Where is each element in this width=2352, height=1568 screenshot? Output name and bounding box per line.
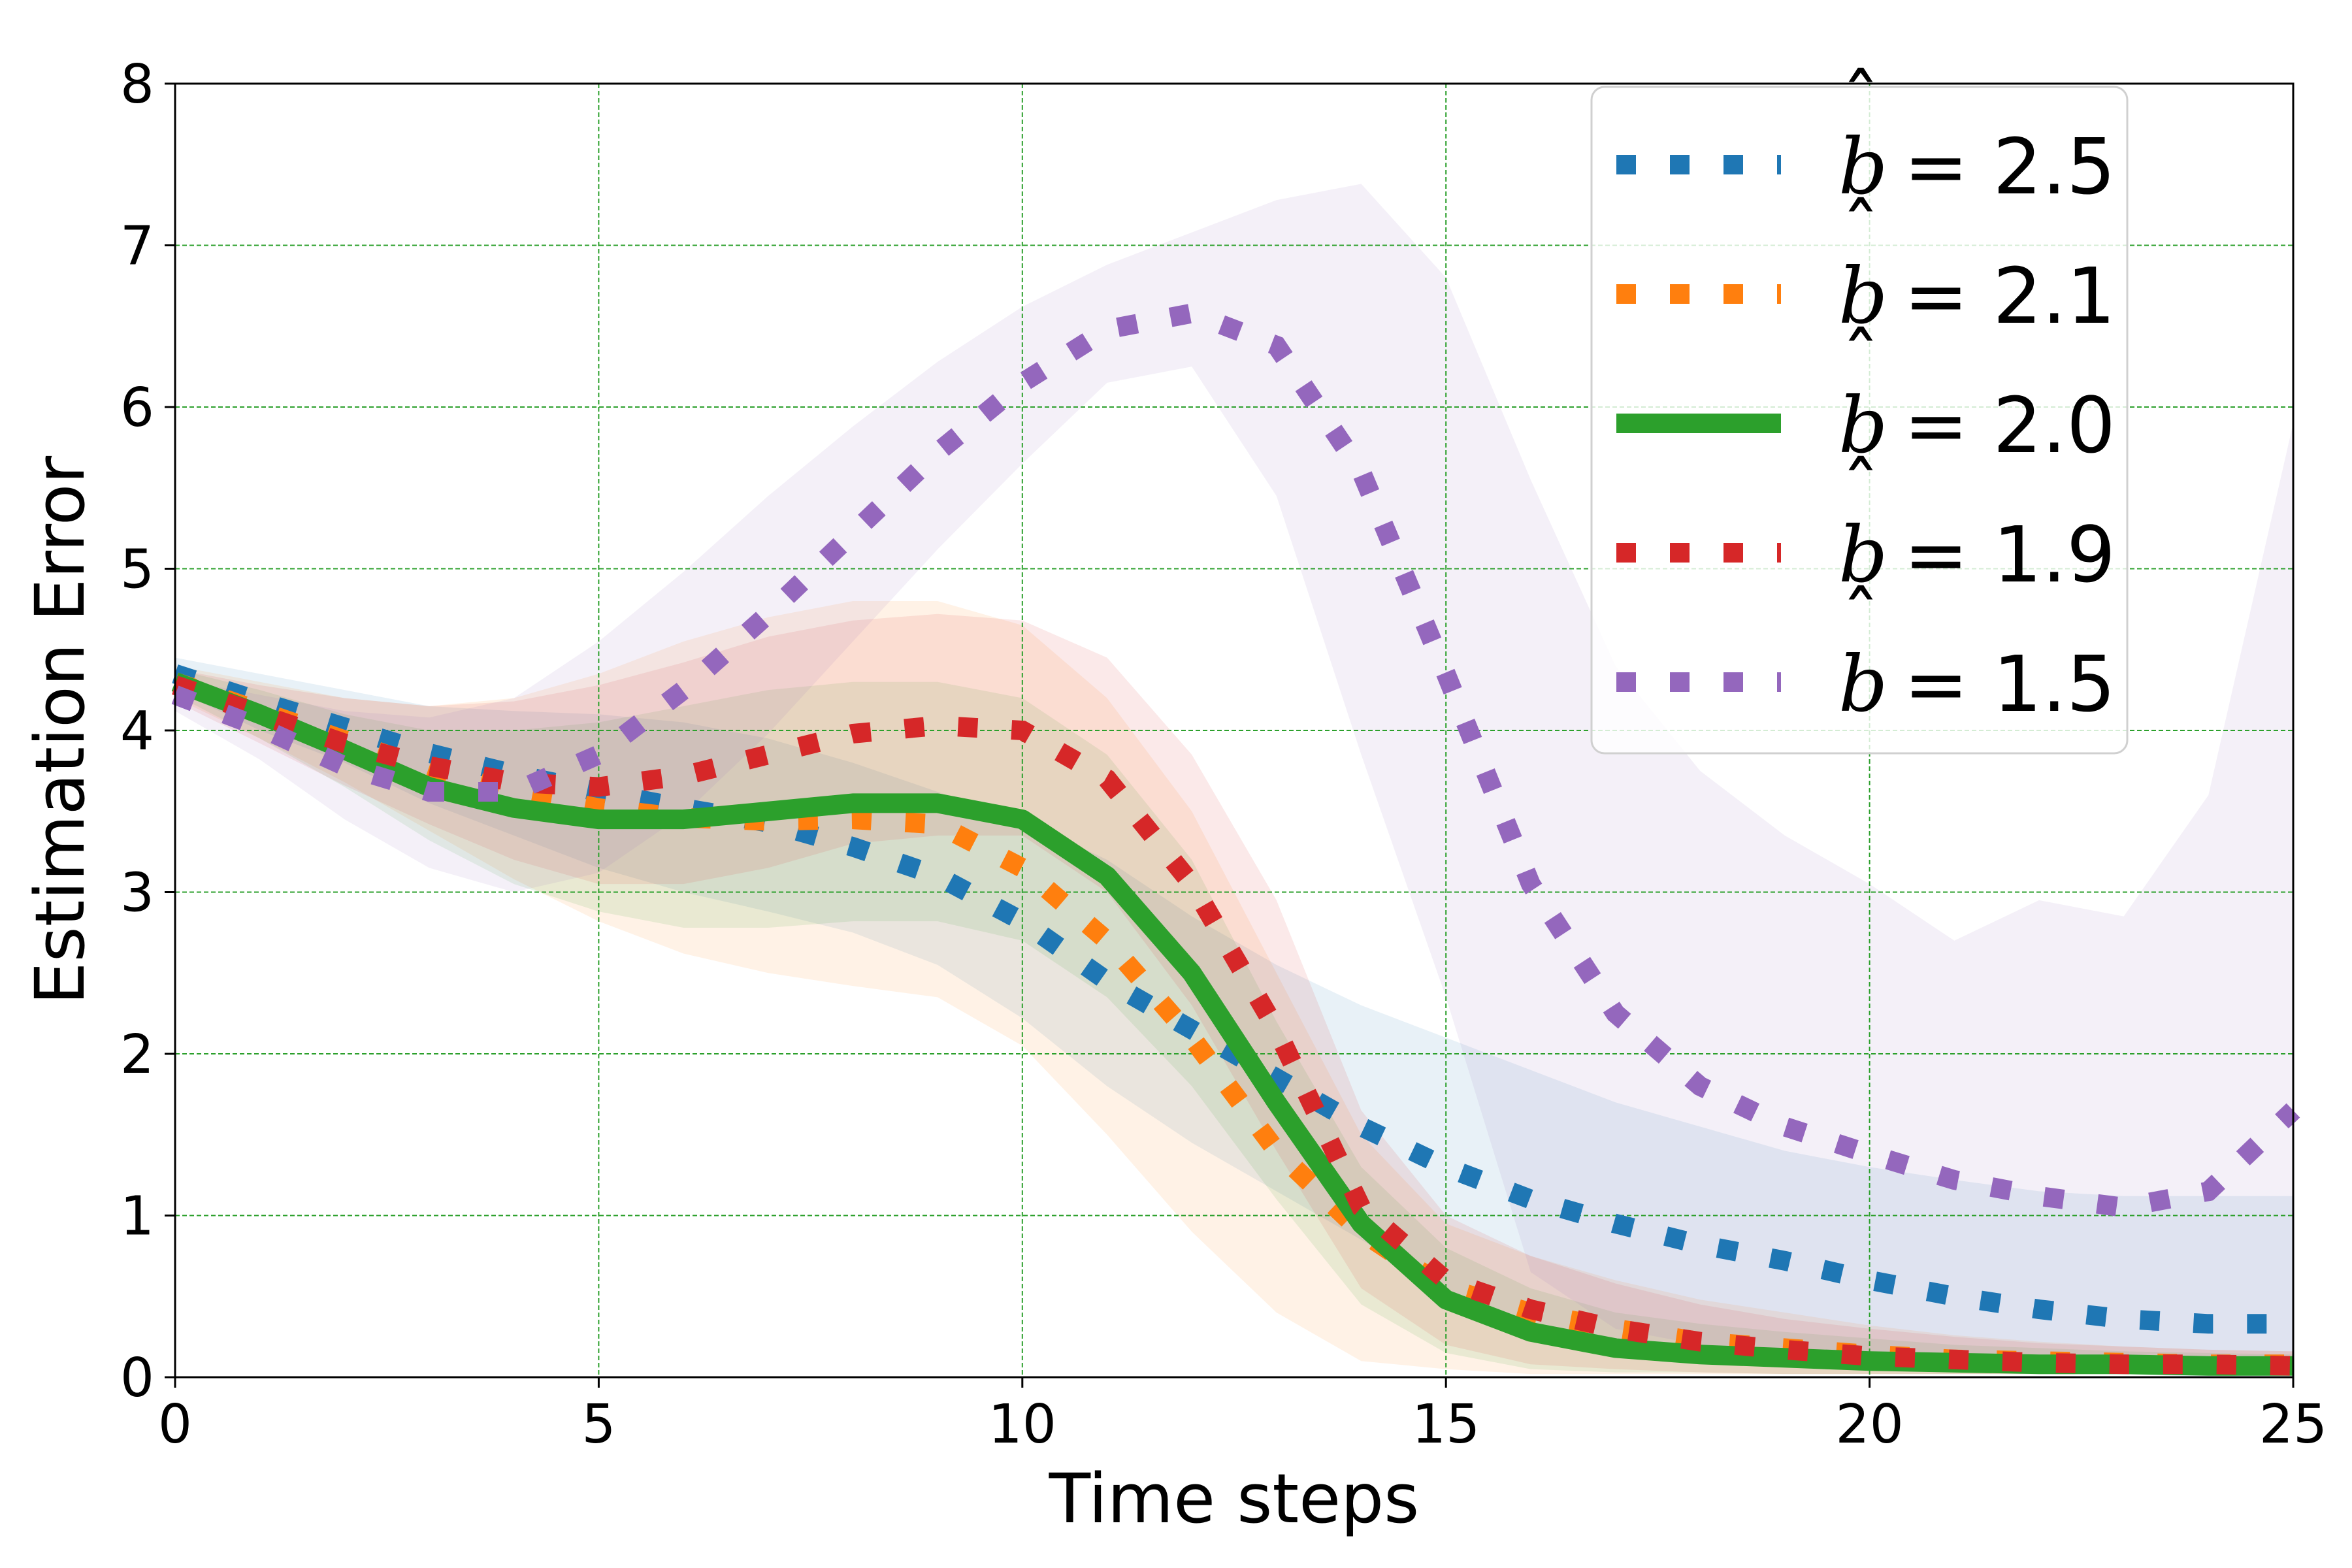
y-tick-label: 1 [120, 1186, 154, 1248]
legend-label-symbol: b [1838, 510, 1888, 600]
x-tick-label: 15 [1412, 1394, 1480, 1456]
series-line-1 [172, 672, 2293, 1375]
confidence-band-0 [175, 657, 2293, 1377]
x-tick-label: 5 [581, 1394, 615, 1456]
y-tick-label: 7 [120, 216, 154, 278]
series-line-3 [172, 676, 2294, 1376]
legend-box [1590, 86, 2129, 755]
legend-label-symbol: b [1838, 251, 1888, 341]
legend-hat-icon: ˆ [1842, 57, 1880, 148]
x-tick-label: 0 [158, 1394, 192, 1456]
legend-label-value: = 1.9 [1904, 510, 2115, 600]
x-axis-title: Time steps [1049, 1459, 1420, 1539]
series-lines [171, 302, 2300, 1376]
y-tick-label: 2 [120, 1024, 154, 1086]
legend-label-symbol: b [1838, 122, 1888, 212]
x-axis-ticks: 0 5 10 15 20 25 [158, 1377, 2327, 1456]
legend-hat-icon: ˆ [1842, 446, 1880, 536]
series-line-4 [171, 302, 2300, 1218]
series-line-2 [171, 672, 2293, 1376]
confidence-band-4 [175, 184, 2293, 1369]
legend-label-value: = 2.1 [1904, 251, 2115, 341]
legend-label-value: = 2.0 [1904, 380, 2115, 470]
legend-hat-icon: ˆ [1842, 187, 1880, 277]
x-tick-label: 10 [988, 1394, 1056, 1456]
legend-hat-icon: ˆ [1842, 316, 1880, 406]
legend: bˆ= 2.5bˆ= 2.1bˆ= 2.0bˆ= 1.9bˆ= 1.5 [1590, 57, 2129, 755]
y-tick-label: 4 [120, 700, 154, 762]
confidence-band-1 [175, 601, 2293, 1375]
legend-label-value: = 1.5 [1904, 639, 2115, 729]
legend-label-symbol: b [1838, 639, 1888, 729]
legend-hat-icon: ˆ [1842, 575, 1880, 665]
y-axis-ticks: 0 1 2 3 4 5 6 7 8 [120, 54, 175, 1409]
y-tick-label: 3 [120, 862, 154, 924]
x-tick-label: 25 [2259, 1394, 2327, 1456]
y-tick-label: 5 [120, 539, 154, 601]
y-tick-label: 6 [120, 377, 154, 439]
legend-label-value: = 2.5 [1904, 122, 2115, 212]
y-axis-title: Estimation Error [20, 456, 100, 1005]
y-tick-label: 0 [120, 1347, 154, 1409]
legend-label-symbol: b [1838, 380, 1888, 470]
y-tick-label: 8 [120, 54, 154, 116]
x-tick-label: 20 [1835, 1394, 1903, 1456]
